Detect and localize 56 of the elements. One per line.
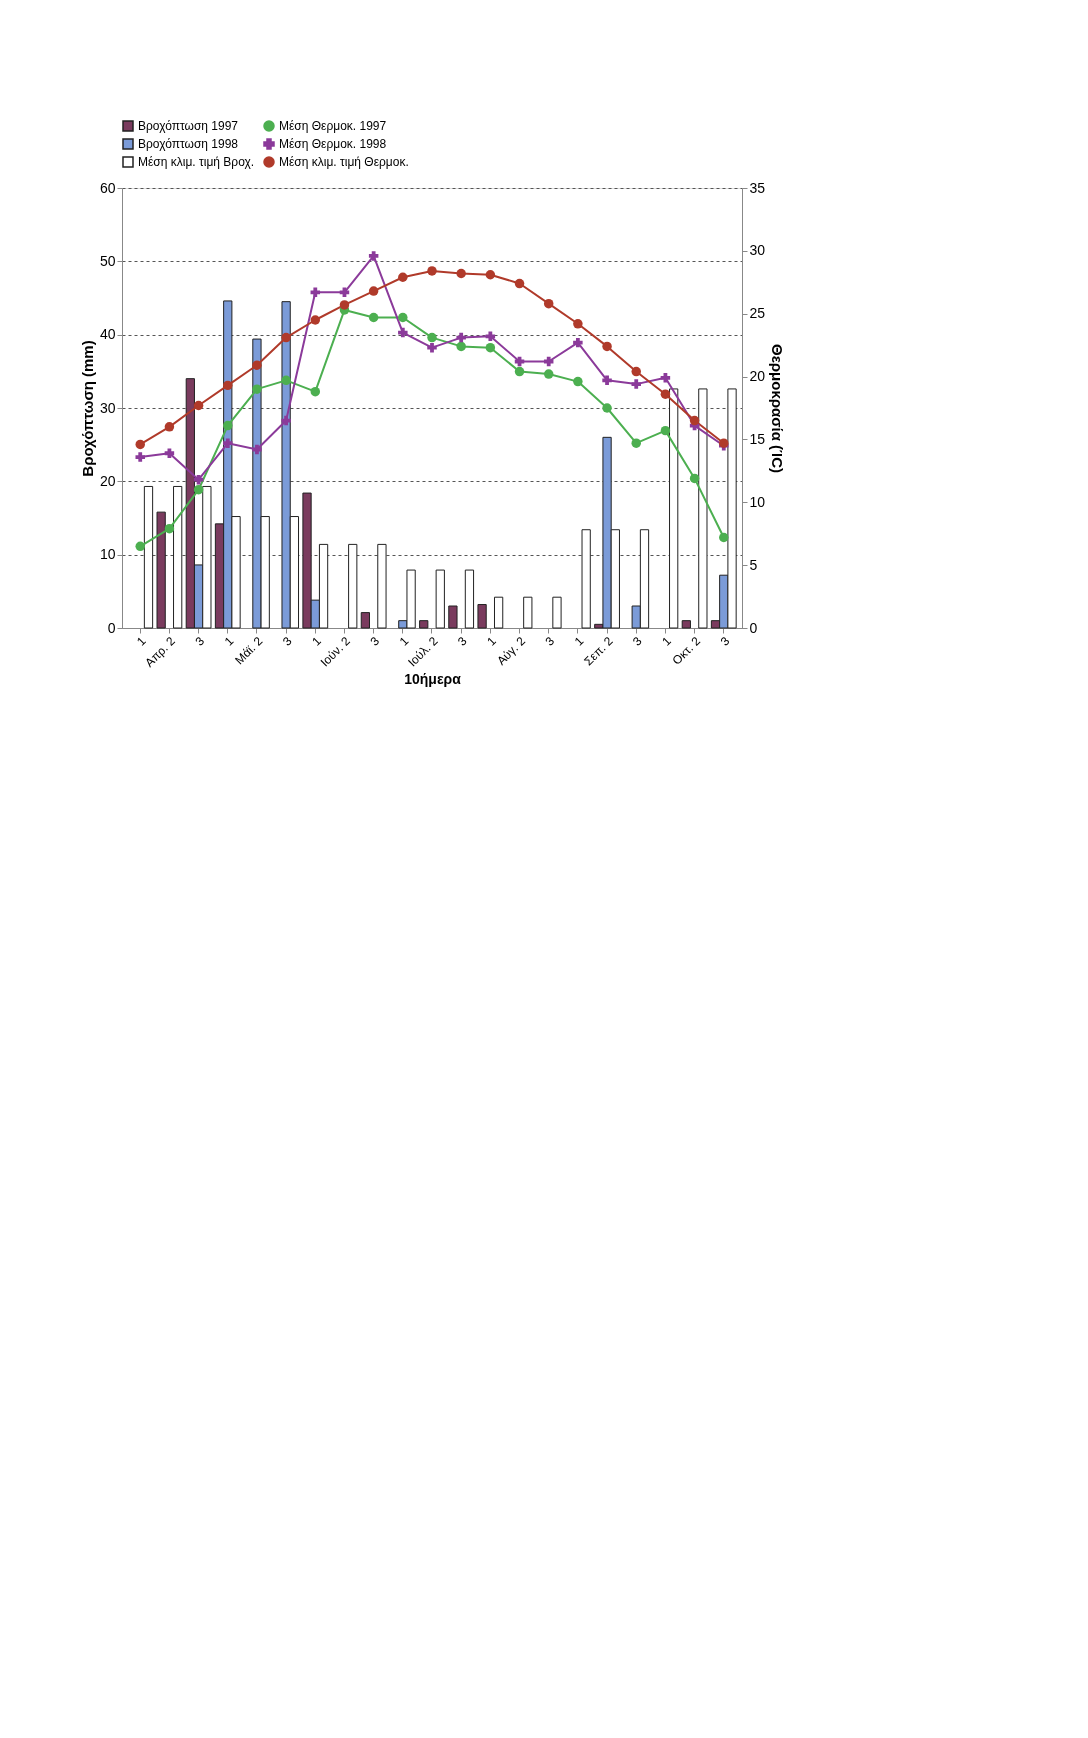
x-tick-label: 1 [134,633,149,649]
bar [464,569,475,629]
y-tick-label: 40 [99,326,116,343]
bar [156,511,166,629]
y2-tick-label: 5 [749,556,758,573]
x-tick-label: 3 [367,633,383,649]
x-tick-label: 1 [659,633,675,649]
y2-axis-title: Θερμοκρασία (ΊC) [769,343,787,474]
bar [523,596,533,629]
x-axis-title: 10ήμερα [404,671,462,688]
bar [173,485,183,629]
legend-label: Μέση Θερμοκ. 1998 [279,137,387,151]
bar [493,596,504,629]
bar [435,569,445,629]
bar [348,543,358,629]
x-tick-label: 3 [192,633,208,649]
y2-tick-label: 35 [749,179,766,196]
bar [681,620,691,629]
legend-label: Μέση κλιμ. τιμή Θερμοκ. [279,155,409,169]
bar [377,543,387,629]
bar [360,612,371,629]
y2-tick-label: 20 [749,368,766,385]
y2-tick-label: 30 [749,242,766,259]
y-tick-label: 60 [99,179,116,196]
bar [698,388,708,629]
bar [419,620,429,629]
bar [143,485,154,629]
y-tick-label: 30 [99,399,116,416]
legend-label: Βροχόπτωση 1997 [138,119,239,133]
x-tick-label: 3 [279,633,295,649]
y-axis-title: Βροχόπτωση (mm) [78,340,96,477]
y2-tick-label: 25 [749,305,766,322]
x-tick-label: 3 [455,633,470,649]
y-tick-label: 10 [99,546,116,563]
y2-tick-label: 15 [749,430,766,447]
x-tick-label: 1 [396,633,412,649]
x-tick-label: 3 [542,633,558,649]
bar [581,529,591,629]
y-tick-label: 50 [99,252,116,269]
legend-label: Μέση Θερμοκ. 1997 [279,119,387,133]
bar [669,388,679,629]
bar [552,596,562,629]
y2-tick-label: 0 [749,619,758,636]
bar [477,604,487,629]
x-tick-label: 1 [571,633,587,649]
y-tick-label: 0 [107,619,116,636]
legend-label: Μέση κλιμ. τιμή Βροχ. [138,155,255,169]
bar [448,605,458,629]
x-tick-label: 1 [484,633,500,649]
y2-tick-label: 10 [749,493,766,510]
y-tick-label: 20 [99,472,116,489]
x-tick-label: 1 [309,633,324,649]
x-tick-label: 1 [221,633,237,649]
legend-label: Βροχόπτωση 1998 [138,137,239,151]
x-tick-label: 3 [630,633,645,649]
x-tick-label: 3 [717,633,733,649]
